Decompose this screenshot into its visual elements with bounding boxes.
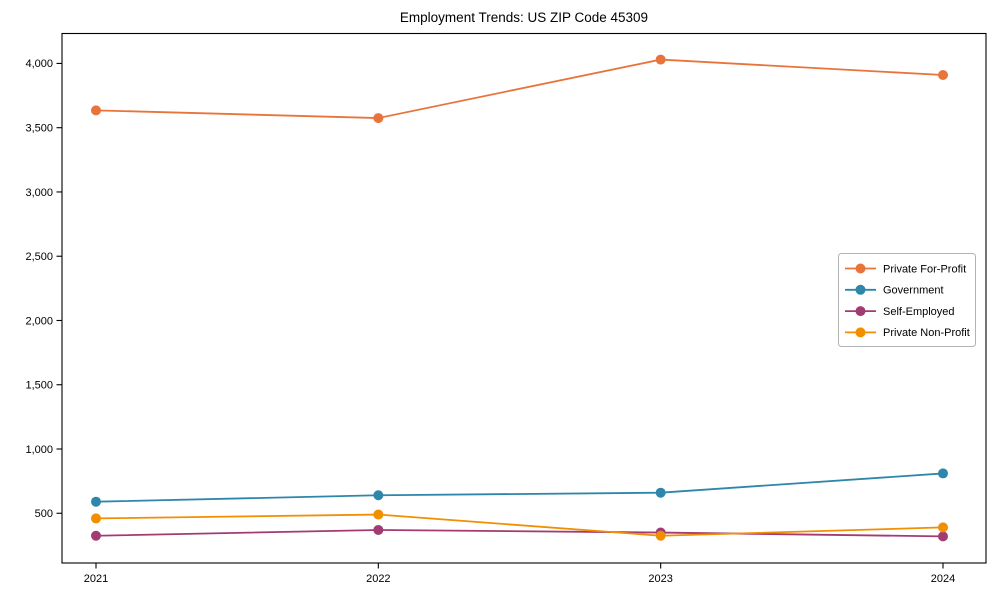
data-point-government bbox=[938, 468, 948, 479]
series-line-private-for-profit bbox=[95, 58, 944, 119]
data-point-private-for-profit bbox=[938, 70, 948, 81]
x-tick-label: 2022 bbox=[366, 573, 390, 585]
series-line-government bbox=[95, 472, 944, 503]
legend-label-self-employed: Self-Employed bbox=[883, 306, 955, 318]
plot-area: 500 1,000 1,500 2,000 2,500 3,000 3,500 4,000 20… bbox=[25, 32, 987, 585]
x-tick-label: 2024 bbox=[931, 573, 955, 585]
legend-marker-icon bbox=[855, 263, 866, 274]
legend-box bbox=[838, 253, 976, 347]
y-tick-label: 3,000 bbox=[25, 187, 53, 199]
data-point-private-non-profit bbox=[373, 509, 384, 520]
y-tick-label: 500 bbox=[35, 508, 53, 520]
y-tick-label: 2,000 bbox=[25, 315, 53, 327]
y-tick-label: 1,500 bbox=[25, 380, 53, 392]
legend-label-private-for-profit: Private For-Profit bbox=[883, 263, 966, 275]
legend: Private For-Profit Government Self-Employe… bbox=[838, 253, 976, 347]
y-tick-label: 4,000 bbox=[25, 58, 53, 70]
y-tick-label: 2,500 bbox=[25, 251, 53, 263]
data-point-government bbox=[655, 487, 666, 498]
legend-marker-icon bbox=[855, 327, 866, 338]
chart-title: Employment Trends: US ZIP Code 45309 bbox=[400, 10, 648, 25]
data-point-self-employed bbox=[91, 530, 101, 541]
data-point-self-employed bbox=[938, 531, 948, 542]
legend-marker-icon bbox=[855, 284, 866, 295]
legend-label-private-non-profit: Private Non-Profit bbox=[883, 327, 970, 339]
x-tick-label: 2021 bbox=[84, 573, 108, 585]
series-line-self-employed bbox=[95, 529, 944, 538]
data-point-private-for-profit bbox=[373, 113, 384, 124]
legend-label-government: Government bbox=[883, 285, 944, 297]
y-tick-label: 3,500 bbox=[25, 123, 53, 135]
data-point-government bbox=[91, 496, 101, 507]
data-point-private-non-profit bbox=[91, 513, 101, 524]
series-line-private-non-profit bbox=[95, 513, 944, 537]
data-point-private-non-profit bbox=[938, 522, 948, 533]
legend-marker-icon bbox=[855, 306, 866, 317]
data-point-self-employed bbox=[373, 524, 384, 535]
plot-border bbox=[61, 32, 987, 564]
data-point-private-non-profit bbox=[655, 530, 666, 541]
data-point-private-for-profit bbox=[655, 54, 666, 65]
data-point-government bbox=[373, 490, 384, 501]
x-tick-label: 2023 bbox=[648, 573, 672, 585]
data-point-private-for-profit bbox=[91, 105, 101, 116]
y-tick-label: 1,000 bbox=[25, 444, 53, 456]
